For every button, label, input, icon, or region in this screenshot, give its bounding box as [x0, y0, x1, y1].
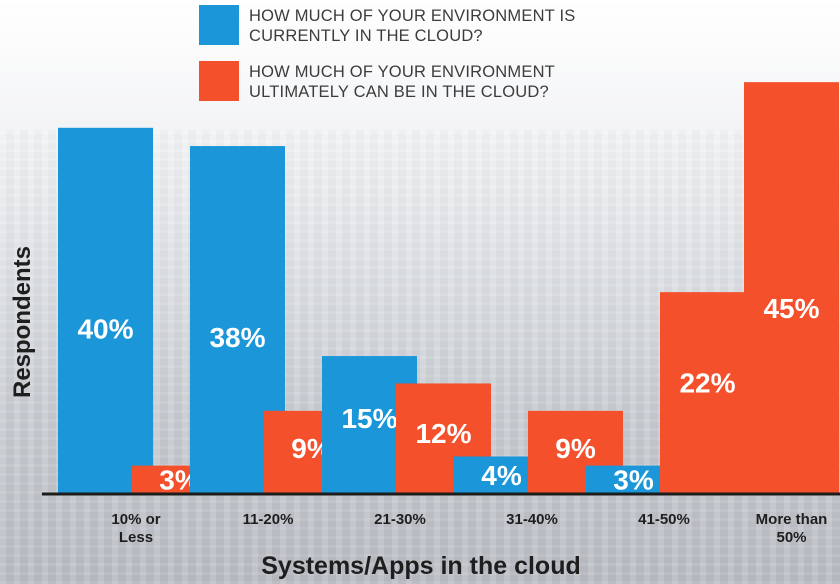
legend-line: HOW MUCH OF YOUR ENVIRONMENT	[249, 63, 555, 81]
bar-ultimate-5	[744, 82, 839, 494]
x-axis-title: Systems/Apps in the cloud	[261, 552, 581, 580]
x-tick-label: 21-30%	[374, 511, 426, 528]
x-tick-label: 11-20%	[243, 511, 294, 528]
bars-group: 40%3%38%9%15% 12%4%9%3%22%45%	[58, 82, 839, 495]
legend-swatch-ultimate	[199, 61, 239, 101]
legend-label-ultimate: HOW MUCH OF YOUR ENVIRONMENT ULTIMATELY …	[249, 62, 669, 102]
x-tick-label: 31-40%	[506, 511, 558, 528]
bar-value-label: 40%	[77, 314, 133, 345]
legend-line: ULTIMATELY CAN BE IN THE CLOUD?	[249, 83, 549, 101]
x-tick-label-line: 41-50%	[638, 511, 690, 528]
y-axis-title: Respondents	[9, 246, 36, 398]
x-tick-label: More than 50%	[756, 511, 828, 546]
x-tick-label-line: More than	[756, 511, 828, 528]
bar-value-label: 3%	[613, 464, 654, 495]
x-tick-labels: 10% or Less 11-20% 21-30% 31-40% 41-50% More t…	[111, 511, 827, 546]
x-tick-label-line: Less	[119, 529, 153, 546]
x-tick-label-line: 11-20%	[243, 511, 294, 528]
x-tick-label: 41-50%	[638, 511, 690, 528]
bar-value-label: 9%	[555, 433, 596, 464]
bar-current-0	[58, 127, 153, 494]
bar-value-label: 38%	[209, 322, 265, 353]
x-tick-label-line: 21-30%	[374, 511, 426, 528]
legend-label-current: HOW MUCH OF YOUR ENVIRONMENT IS CURRENTL…	[249, 6, 669, 46]
bar-value-label: 15%	[341, 403, 397, 434]
legend-line: CURRENTLY IN THE CLOUD?	[249, 27, 483, 45]
x-tick-label-line: 10% or	[111, 511, 160, 528]
bar-value-label: 22%	[679, 368, 735, 399]
x-tick-label-line: 31-40%	[506, 511, 558, 528]
bar-value-label: 12%	[415, 418, 471, 449]
x-tick-label-line: 50%	[776, 529, 806, 546]
bar-ultimate-4	[660, 292, 755, 493]
x-tick-label: 10% or Less	[111, 511, 160, 546]
bar-value-label: 4%	[481, 460, 522, 491]
legend-swatch-current	[199, 5, 239, 45]
bar-value-label: 45%	[763, 293, 819, 324]
legend-line: HOW MUCH OF YOUR ENVIRONMENT IS	[249, 7, 576, 25]
